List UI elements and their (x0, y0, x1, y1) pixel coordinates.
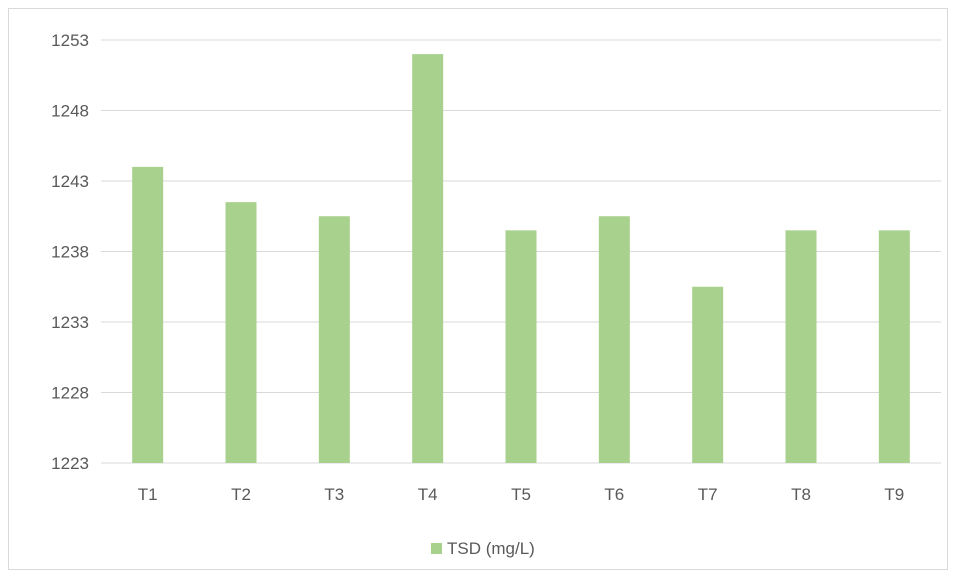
bar-t6 (598, 216, 630, 463)
x-tick-label: T7 (698, 485, 718, 504)
y-tick-label: 1243 (51, 172, 89, 191)
bar-t9 (878, 230, 910, 463)
x-tick-label: T6 (604, 485, 624, 504)
bar-t7 (692, 286, 724, 463)
bar-t2 (225, 202, 257, 463)
bar-t3 (318, 216, 350, 463)
x-tick-label: T1 (138, 485, 158, 504)
bar-t1 (132, 166, 164, 463)
bar-t4 (412, 54, 444, 463)
bar-t8 (785, 230, 817, 463)
bars (132, 54, 910, 463)
x-tick-label: T2 (231, 485, 251, 504)
y-tick-label: 1248 (51, 102, 89, 121)
y-tick-label: 1223 (51, 454, 89, 473)
x-tick-label: T5 (511, 485, 531, 504)
bar-t5 (505, 230, 537, 463)
x-tick-label: T4 (418, 485, 438, 504)
y-tick-label: 1228 (51, 384, 89, 403)
legend-swatch (431, 543, 442, 554)
y-tick-label: 1238 (51, 243, 89, 262)
x-tick-label: T3 (324, 485, 344, 504)
y-tick-label: 1253 (51, 31, 89, 50)
x-tick-label: T8 (791, 485, 811, 504)
y-axis-ticks: 1253 1248 1243 1238 1233 1228 1223 (51, 31, 89, 473)
legend: TSD (mg/L) (431, 539, 535, 558)
y-tick-label: 1233 (51, 313, 89, 332)
chart-frame: 1253 1248 1243 1238 1233 1228 1223 T1 T2 T3 T4 T5 T… (8, 8, 948, 570)
x-axis-ticks: T1 T2 T3 T4 T5 T6 T7 T8 T9 (138, 485, 905, 504)
x-tick-label: T9 (884, 485, 904, 504)
legend-label: TSD (mg/L) (447, 539, 535, 558)
